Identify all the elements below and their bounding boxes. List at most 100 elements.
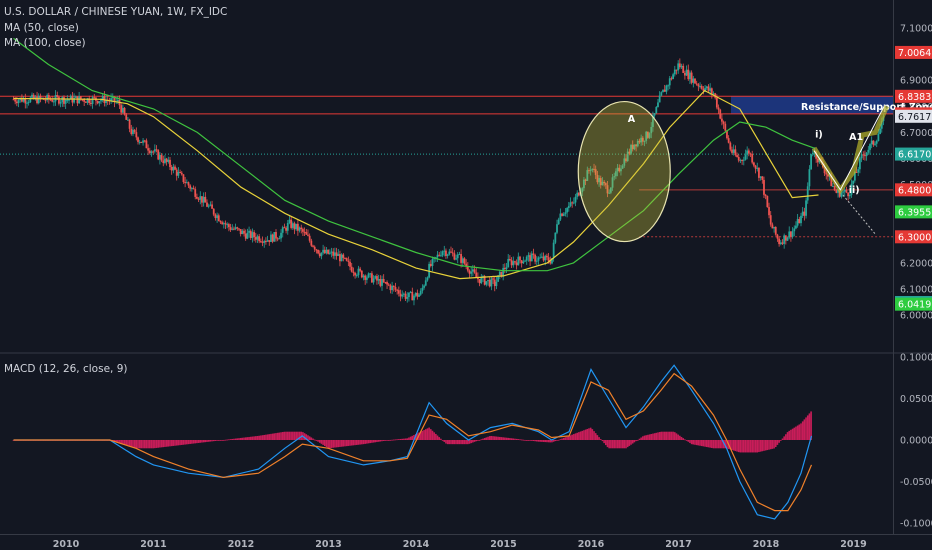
macd-hist-bar <box>808 413 811 440</box>
candle-body <box>360 270 363 278</box>
candle-body <box>320 252 323 257</box>
macd-hist-bar <box>719 440 722 449</box>
candle-body <box>542 256 545 261</box>
candle-body <box>408 292 410 298</box>
macd-hist-bar <box>650 434 653 440</box>
macd-hist-bar <box>236 438 239 440</box>
macd-hist-bar <box>458 440 461 445</box>
macd-hist-bar <box>295 431 297 440</box>
candle-body <box>217 215 220 222</box>
candle-body <box>668 78 671 86</box>
macd-hist-bar <box>692 440 695 445</box>
macd-axis-tick: 0.1000 <box>900 353 932 364</box>
macd-hist-bar <box>337 440 340 448</box>
macd-hist-bar <box>451 440 454 445</box>
candle-body <box>561 213 563 216</box>
candle-body <box>778 238 781 245</box>
macd-hist-bar <box>690 440 693 445</box>
candle-body <box>577 192 580 196</box>
macd-hist-bar <box>564 437 567 440</box>
macd-hist-bar <box>416 433 419 440</box>
candle-body <box>88 98 91 104</box>
candle-body <box>498 271 501 276</box>
candle-body <box>588 170 590 172</box>
macd-hist-bar <box>660 431 663 440</box>
macd-hist-bar <box>278 432 281 440</box>
macd-hist-bar <box>795 426 797 440</box>
macd-hist-bar <box>441 440 444 441</box>
candle-body <box>670 78 673 80</box>
macd-hist-bar <box>226 439 229 441</box>
macd-hist-bar <box>130 440 133 447</box>
macd-hist-bar <box>596 435 599 440</box>
macd-hist-bar <box>334 440 336 448</box>
candle-body <box>273 232 276 242</box>
candle-body <box>507 258 510 268</box>
macd-hist-bar <box>562 437 565 440</box>
candle-body <box>746 150 749 155</box>
macd-hist-bar <box>169 440 171 447</box>
macd-hist-bar <box>542 440 545 442</box>
candle-body <box>350 266 353 272</box>
macd-hist-bar <box>547 440 550 443</box>
macd-hist-bar <box>133 440 136 448</box>
candle-body <box>790 231 792 237</box>
macd-hist-bar <box>372 440 375 443</box>
candle-body <box>712 93 715 95</box>
macd-hist-bar <box>581 430 584 440</box>
candle-body <box>810 154 812 170</box>
candle-body <box>127 119 129 121</box>
candle-body <box>551 258 553 264</box>
candle-body <box>611 177 614 188</box>
macd-hist-bar <box>266 434 269 440</box>
candle-body <box>710 88 713 94</box>
macd-hist-bar <box>143 440 146 449</box>
macd-hist-bar <box>635 440 637 442</box>
candle-body <box>443 250 446 252</box>
candle-body <box>700 85 703 89</box>
macd-hist-bar <box>308 436 311 440</box>
candle-body <box>209 204 212 206</box>
macd-hist-bar <box>152 440 154 449</box>
candle-body <box>386 282 388 285</box>
candle-body <box>302 229 304 232</box>
candle-body <box>875 140 878 144</box>
macd-hist-bar <box>411 435 414 440</box>
candle-body <box>138 141 141 143</box>
candle-body <box>874 143 876 145</box>
macd-hist-bar <box>300 431 303 440</box>
candle-body <box>145 140 148 149</box>
candle-body <box>342 254 345 258</box>
candle-body <box>862 154 865 156</box>
candle-body <box>440 255 442 257</box>
macd-hist-bar <box>367 440 370 444</box>
candle-body <box>54 95 57 102</box>
candle-body <box>544 255 547 261</box>
macd-hist-bar <box>187 440 190 445</box>
candle-body <box>347 260 350 262</box>
time-axis-tick: 2010 <box>53 539 80 550</box>
candle-body <box>199 196 202 200</box>
candle-body <box>259 241 262 243</box>
macd-hist-bar <box>413 435 415 440</box>
macd-hist-bar <box>140 440 143 449</box>
price-badge-text: 7.0064 <box>898 48 931 59</box>
macd-hist-bar <box>675 433 678 440</box>
candle-body <box>702 88 705 91</box>
candle-body <box>658 95 661 103</box>
candle-body <box>631 144 634 150</box>
macd-hist-bar <box>132 440 134 448</box>
candle-body <box>419 290 422 295</box>
macd-hist-bar <box>561 438 563 440</box>
projection-path <box>812 105 890 195</box>
macd-hist-bar <box>658 432 661 440</box>
candle-body <box>283 227 286 229</box>
candle-body <box>687 69 690 80</box>
price-axis-tick: 6.8000 <box>900 102 932 113</box>
candle-body <box>869 144 871 150</box>
macd-hist-bar <box>303 433 306 440</box>
candle-body <box>562 213 565 216</box>
macd-hist-bar <box>517 439 520 440</box>
macd-hist-bar <box>527 440 530 441</box>
